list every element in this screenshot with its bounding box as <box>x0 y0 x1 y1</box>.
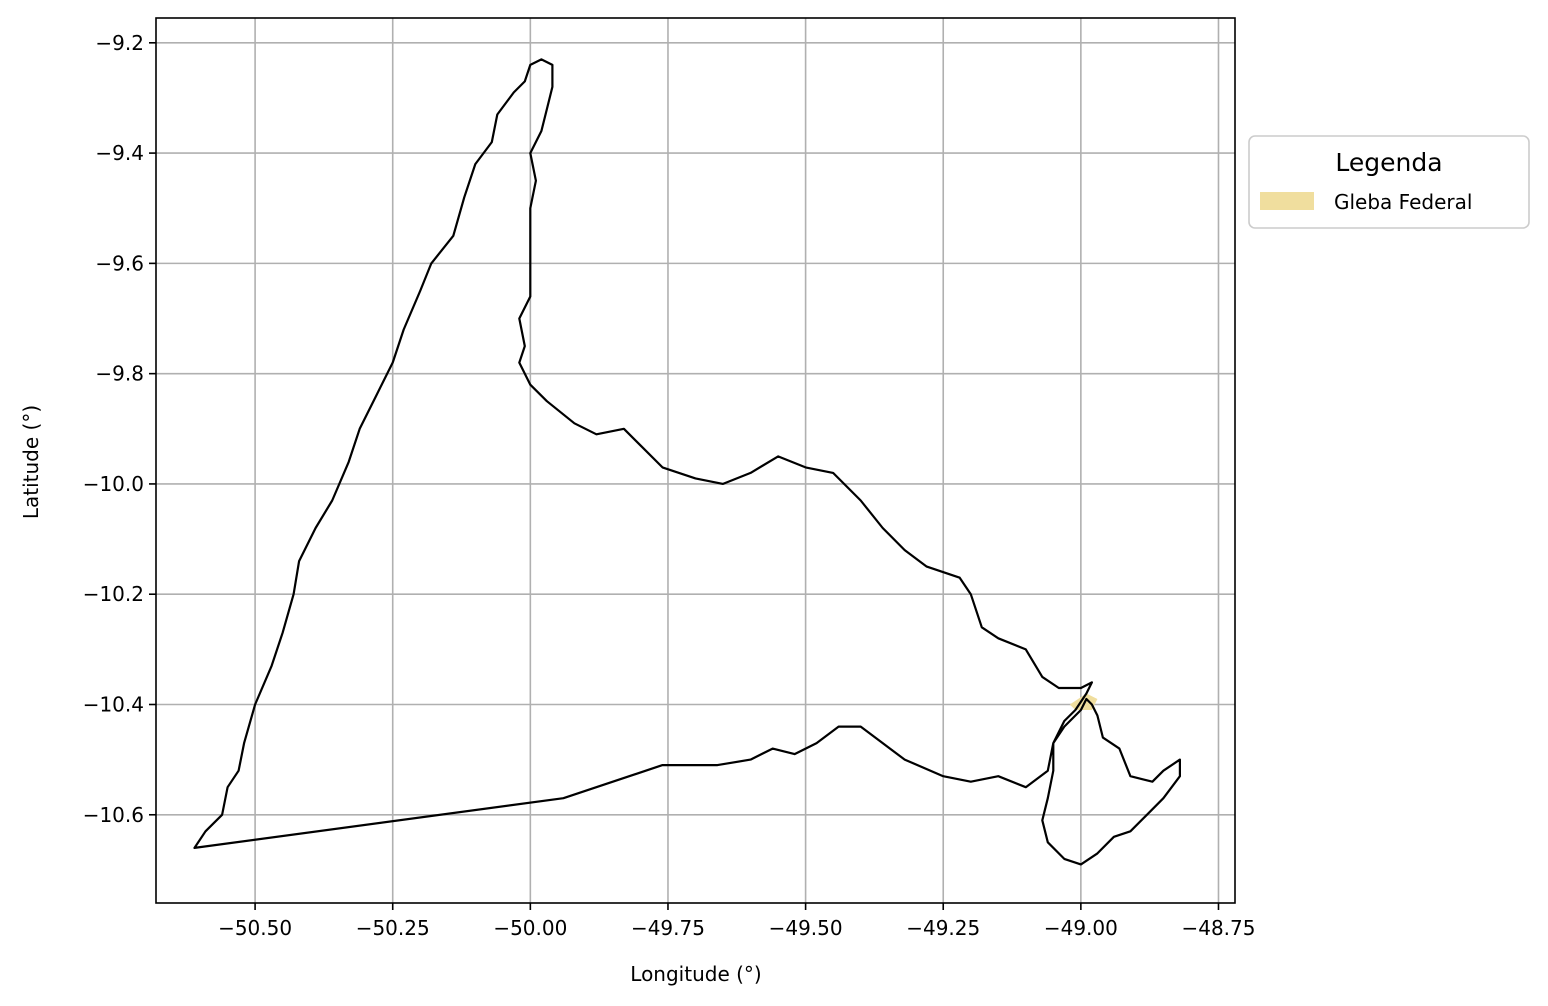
legend-title: Legenda <box>1335 148 1442 177</box>
x-tick-label: −49.75 <box>631 916 705 940</box>
x-tick-label: −48.75 <box>1181 916 1255 940</box>
x-tick-label: −49.50 <box>769 916 843 940</box>
y-tick-label: −9.2 <box>95 31 144 55</box>
y-tick-label: −10.0 <box>83 472 144 496</box>
y-tick-label: −9.6 <box>95 251 144 275</box>
y-tick-label: −10.6 <box>83 803 144 827</box>
legend-swatch-gleba-federal <box>1260 192 1314 210</box>
y-axis-label: Latitude (°) <box>19 405 43 519</box>
x-tick-label: −50.25 <box>356 916 430 940</box>
y-tick-label: −10.4 <box>83 692 144 716</box>
y-tick-label: −10.2 <box>83 582 144 606</box>
x-tick-label: −49.25 <box>906 916 980 940</box>
x-tick-label: −50.00 <box>493 916 567 940</box>
legend-label-gleba-federal: Gleba Federal <box>1334 190 1472 214</box>
x-tick-label: −49.00 <box>1044 916 1118 940</box>
legend: Legenda Gleba Federal <box>1249 136 1529 228</box>
x-tick-label: −50.50 <box>218 916 292 940</box>
x-axis-label: Longitude (°) <box>630 962 761 986</box>
y-tick-label: −9.4 <box>95 141 144 165</box>
y-tick-label: −9.8 <box>95 362 144 386</box>
